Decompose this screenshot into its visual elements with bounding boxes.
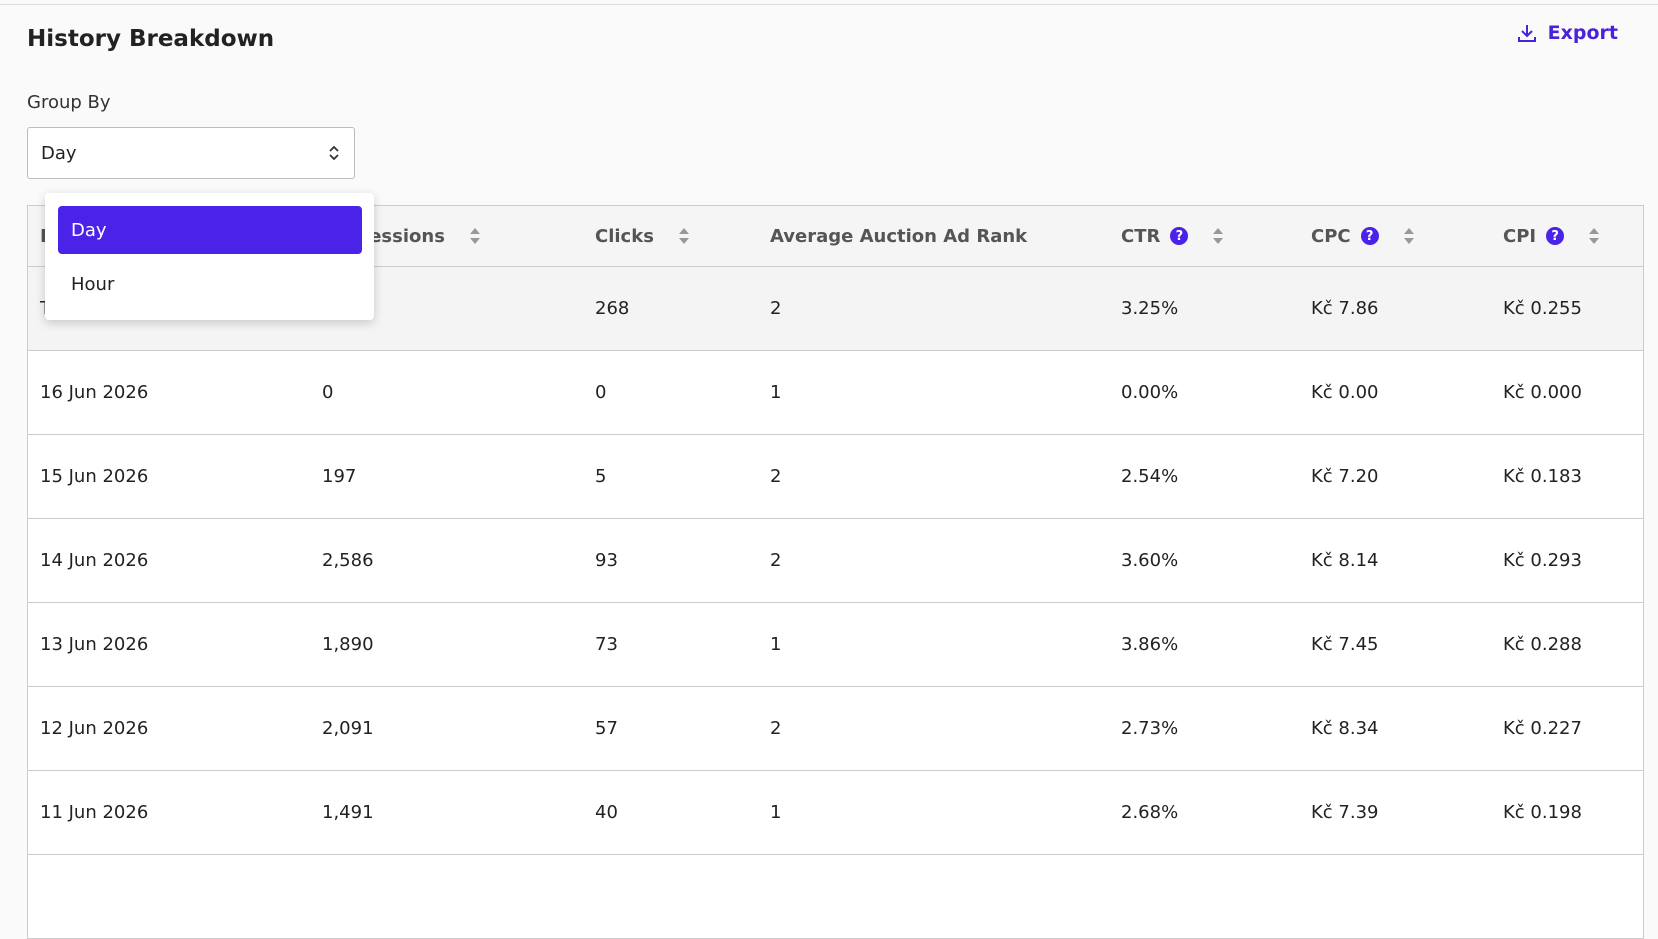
sort-icon [1213,228,1224,244]
select-value: Day [41,142,77,164]
page: History Breakdown Export Group By Day Da… [0,4,1658,939]
table-cell: 16 Jun 2026 [40,382,149,403]
table-cell: 57 [595,718,618,739]
table-cell: Kč 8.34 [1311,718,1379,739]
table-cell: 0.00% [1121,382,1179,403]
table-cell: 2 [770,550,782,571]
table-cell: Kč 0.183 [1503,466,1582,487]
table-cell: 12 Jun 2026 [40,718,149,739]
column-label: CPC [1311,225,1351,247]
table-row: 12 Jun 2026 2,091 57 2 2.73% Kč 8.34 Kč 0.227 [28,686,1643,770]
table-cell: 13 Jun 2026 [40,634,149,655]
help-icon[interactable]: ? [1546,227,1565,245]
table-row: 16 Jun 2026 0 0 1 0.00% Kč 0.00 Kč 0.000 [28,350,1643,434]
table-cell: Kč 7.39 [1311,802,1379,823]
table-cell: Kč 0.227 [1503,718,1582,739]
table-cell: 197 [322,466,357,487]
table-cell: 2.68% [1121,802,1179,823]
sort-icon [1589,228,1600,244]
column-label: CTR [1121,225,1161,247]
table-cell: Kč 0.000 [1503,382,1582,403]
table-cell: Kč 8.14 [1311,550,1379,571]
column-label: CPI [1503,225,1537,247]
column-header[interactable]: CTR? [1121,225,1224,247]
export-label: Export [1547,22,1618,44]
table-cell: 2 [770,298,782,319]
column-header[interactable]: CPC? [1311,225,1415,247]
option[interactable]: Hour [71,273,115,295]
sort-icon [678,228,689,244]
title: History Breakdown [27,26,275,52]
table-cell: 73 [595,634,618,655]
table-cell: 15 Jun 2026 [40,466,149,487]
table-row [28,854,1643,938]
table-cell: 1 [770,382,782,403]
table-cell: Kč 0.255 [1503,298,1582,319]
table-row: 13 Jun 2026 1,890 73 1 3.86% Kč 7.45 Kč 0.288 [28,602,1643,686]
table-cell: Kč 7.86 [1311,298,1379,319]
table-cell: 1,890 [322,634,374,655]
table-cell: 2,091 [322,718,374,739]
table-cell: 1 [770,634,782,655]
group-by-label: Group By [27,92,111,113]
dropdown-menu: Day Hour [45,193,374,320]
table-cell: 40 [595,802,618,823]
table-cell: 2,586 [322,550,374,571]
table-cell: 268 [595,298,630,319]
table-cell: 2 [770,466,782,487]
download-icon [1517,25,1536,42]
table-row: 14 Jun 2026 2,586 93 2 3.60% Kč 8.14 Kč 0.293 [28,518,1643,602]
column-label: Average Auction Ad Rank [770,225,1028,247]
table-cell: Kč 7.45 [1311,634,1379,655]
chevrons [329,145,339,161]
column-header[interactable]: Clicks [595,225,690,247]
sort-icon [469,228,480,244]
option[interactable]: Day [58,206,362,254]
table-cell: 3.86% [1121,634,1179,655]
group-by-select[interactable]: Day [27,127,355,179]
column-header[interactable]: CPI? [1503,225,1600,247]
table-cell: 3.60% [1121,550,1179,571]
sort-icon [1403,228,1414,244]
table-cell: 5 [595,466,607,487]
table-cell: Kč 0.00 [1311,382,1379,403]
table-cell: Kč 0.198 [1503,802,1582,823]
help-icon[interactable]: ? [1170,227,1189,245]
table-cell: 1,491 [322,802,374,823]
table-cell: 3.25% [1121,298,1179,319]
table-cell: 0 [595,382,607,403]
help-icon[interactable]: ? [1360,227,1379,245]
table-row: 11 Jun 2026 1,491 40 1 2.68% Kč 7.39 Kč 0.198 [28,770,1643,854]
table-cell: Kč 0.288 [1503,634,1582,655]
divider [0,4,1658,5]
table-cell: Kč 0.293 [1503,550,1582,571]
column-header: Average Auction Ad Rank [770,226,1027,247]
column-label: Clicks [595,225,654,247]
table-cell: 11 Jun 2026 [40,802,149,823]
table-cell: 2.54% [1121,466,1179,487]
table-cell: 14 Jun 2026 [40,550,149,571]
export-button[interactable]: Export [1516,22,1618,44]
table-cell: 2.73% [1121,718,1179,739]
table-cell: Kč 7.20 [1311,466,1379,487]
table-cell: 93 [595,550,618,571]
table-cell: 2 [770,718,782,739]
table-cell: 1 [770,802,782,823]
table-cell: 0 [322,382,334,403]
table-row: 15 Jun 2026 197 5 2 2.54% Kč 7.20 Kč 0.183 [28,434,1643,518]
